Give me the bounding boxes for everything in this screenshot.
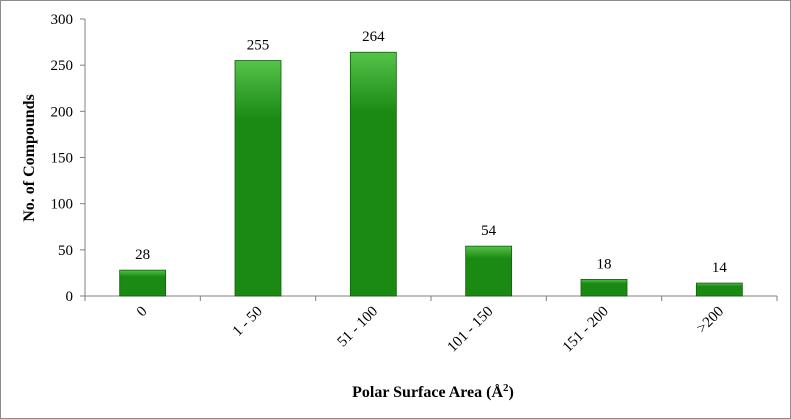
y-tick-label: 300	[51, 12, 74, 28]
y-tick-label: 150	[51, 151, 74, 167]
data-label: 54	[481, 223, 497, 239]
bar	[465, 245, 513, 297]
x-axis-title: Polar Surface Area (Å2)	[352, 382, 514, 401]
x-tick-label: 51 - 100	[334, 304, 381, 351]
data-label: 28	[135, 247, 150, 263]
data-label: 264	[362, 29, 385, 45]
x-tick-label: >200	[694, 304, 727, 337]
data-label: 14	[712, 260, 728, 276]
data-label: 18	[597, 256, 612, 272]
y-tick-label: 200	[51, 104, 74, 120]
y-tick-label: 100	[51, 197, 74, 213]
plot-area: 0 50 100 150 200 250 300 28 0 255 1 - 50 264 51 - 10…	[51, 12, 778, 355]
x-axis-title-main: Polar Surface Area (Å	[352, 383, 503, 401]
y-tick-label: 250	[51, 58, 74, 74]
x-tick-label: 1 - 50	[230, 304, 266, 340]
bar	[580, 278, 628, 297]
bar	[234, 60, 282, 297]
x-axis-title-superscript: 2	[503, 382, 509, 394]
bar	[349, 51, 397, 297]
data-label: 255	[247, 38, 270, 54]
x-tick-label: 101 - 150	[445, 304, 497, 356]
bar	[695, 282, 743, 297]
y-tick-label: 50	[58, 243, 73, 259]
x-tick-label: 151 - 200	[560, 304, 612, 356]
y-tick-label: 0	[66, 289, 74, 305]
x-tick-label: 0	[134, 304, 151, 321]
x-axis-title-end: )	[509, 384, 514, 401]
y-axis-title: No. of Compounds	[21, 94, 38, 222]
bar	[119, 269, 167, 297]
